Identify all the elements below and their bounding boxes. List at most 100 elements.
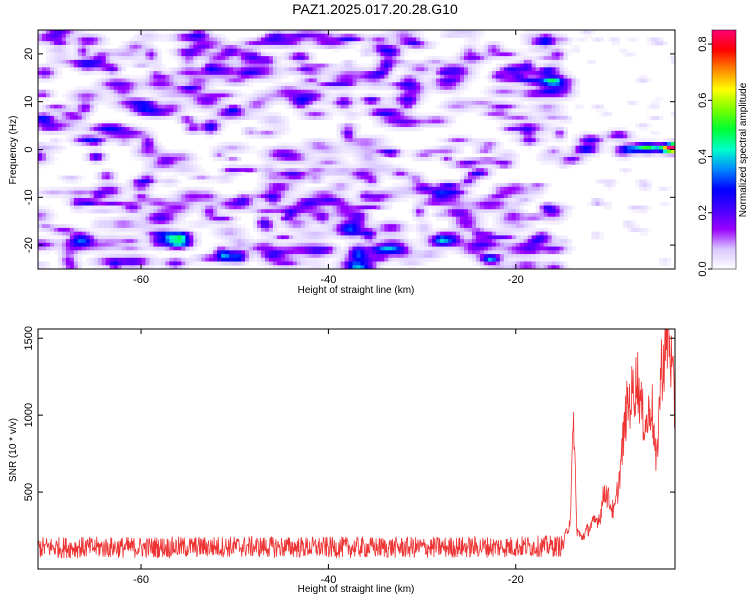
heatmap-cell xyxy=(543,52,548,57)
heatmap-cell xyxy=(153,179,158,184)
heatmap-cell xyxy=(292,74,298,79)
heatmap-cell xyxy=(256,153,262,158)
heatmap-cell xyxy=(388,119,393,124)
heatmap-cell xyxy=(432,119,437,124)
heatmap-cell xyxy=(507,86,513,91)
heatmap-cell xyxy=(288,59,294,65)
heatmap-cell xyxy=(252,93,258,98)
heatmap-cell xyxy=(483,168,489,173)
heatmap-cell xyxy=(149,153,154,158)
heatmap-cell xyxy=(364,186,369,191)
heatmap-cell xyxy=(101,138,107,143)
heatmap-cell xyxy=(113,130,119,135)
heatmap-cell xyxy=(205,78,210,83)
heatmap-cell xyxy=(388,33,393,38)
heatmap-cell xyxy=(444,115,449,121)
heatmap-cell xyxy=(53,127,59,132)
heatmap-cell xyxy=(420,97,425,102)
heatmap-cell xyxy=(69,194,75,199)
heatmap-cell xyxy=(499,127,505,132)
heatmap-cell xyxy=(49,93,55,98)
heatmap-cell xyxy=(276,67,282,72)
heatmap-cell xyxy=(436,123,441,128)
heatmap-cell xyxy=(643,183,648,188)
heatmap-cell xyxy=(460,190,465,195)
heatmap-cell xyxy=(495,48,501,53)
heatmap-cell xyxy=(471,71,477,76)
heatmap-cell xyxy=(559,44,564,50)
heatmap-cell xyxy=(49,186,55,191)
heatmap-cell xyxy=(93,130,99,135)
heatmap-cell xyxy=(117,142,123,147)
heatmap-cell xyxy=(491,149,497,154)
heatmap-cell xyxy=(499,63,505,68)
heatmap-cell xyxy=(241,63,246,68)
heatmap-cell xyxy=(420,82,425,87)
heatmap-cell xyxy=(229,168,234,173)
heatmap-cell xyxy=(181,119,186,124)
heatmap-cell xyxy=(467,56,473,61)
heatmap-cell xyxy=(463,82,469,87)
heatmap-cell xyxy=(320,160,326,165)
heatmap-cell xyxy=(209,93,214,98)
heatmap-cell xyxy=(627,142,632,147)
heatmap-cell xyxy=(400,194,405,199)
heatmap-cell xyxy=(145,67,150,72)
heatmap-cell xyxy=(623,149,628,154)
heatmap-cell xyxy=(487,59,493,65)
heatmap-cell xyxy=(384,145,389,150)
heatmap-cell xyxy=(105,171,111,177)
heatmap-cell xyxy=(428,63,433,68)
heatmap-cell xyxy=(252,41,258,46)
heatmap-cell xyxy=(515,190,521,195)
heatmap-cell xyxy=(276,100,282,106)
heatmap-cell xyxy=(229,145,234,150)
heatmap-cell xyxy=(145,104,150,109)
heatmap-cell xyxy=(85,130,91,135)
heatmap-cell xyxy=(284,44,290,50)
heatmap-cell xyxy=(181,108,186,113)
heatmap-cell xyxy=(432,190,437,195)
heatmap-cell xyxy=(452,179,457,184)
heatmap-cell xyxy=(316,63,322,68)
heatmap-cell xyxy=(392,82,397,87)
heatmap-cell xyxy=(149,168,154,173)
heatmap-cell xyxy=(416,115,421,121)
heatmap-cell xyxy=(276,52,282,57)
heatmap-cell xyxy=(185,156,190,162)
heatmap-cell xyxy=(189,48,194,53)
heatmap-cell xyxy=(444,78,449,83)
heatmap-cell xyxy=(296,41,302,46)
heatmap-cell xyxy=(332,194,337,199)
heatmap-cell xyxy=(221,41,226,46)
heatmap-cell xyxy=(157,104,162,109)
heatmap-cell xyxy=(340,93,345,98)
heatmap-cell xyxy=(344,112,349,117)
heatmap-cell xyxy=(412,108,417,113)
heatmap-cell xyxy=(237,119,242,124)
heatmap-cell xyxy=(368,138,373,143)
heatmap-cell xyxy=(392,41,397,46)
heatmap-cell xyxy=(153,130,158,135)
heatmap-cell xyxy=(384,44,389,50)
heatmap-cell xyxy=(511,134,517,139)
heatmap-cell xyxy=(53,145,59,150)
heatmap-cell xyxy=(133,156,138,162)
heatmap-cell xyxy=(527,194,533,199)
heatmap-cell xyxy=(344,194,349,199)
heatmap-cell xyxy=(256,78,262,83)
heatmap-cell xyxy=(221,168,226,173)
heatmap-cell xyxy=(499,89,505,94)
heatmap-cell xyxy=(264,153,270,158)
heatmap-cell xyxy=(559,127,564,132)
heatmap-cell xyxy=(272,183,278,188)
heatmap-cell xyxy=(237,115,242,121)
heatmap-cell xyxy=(268,67,274,72)
heatmap-cell xyxy=(221,33,226,38)
heatmap-cell xyxy=(141,171,146,177)
heatmap-cell xyxy=(479,44,485,50)
heatmap-cell xyxy=(38,78,43,83)
heatmap-cell xyxy=(424,115,429,121)
heatmap-cell xyxy=(456,194,461,199)
heatmap-cell xyxy=(308,156,314,162)
